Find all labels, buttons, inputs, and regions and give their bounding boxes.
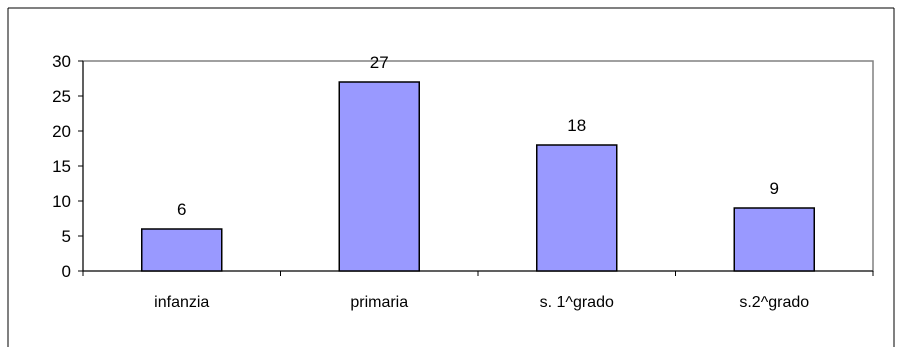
x-axis: infanzia primaria s. 1^grado s.2^grado [82,270,874,311]
y-axis: 0 5 10 15 20 25 30 [52,52,84,281]
y-tick-label: 10 [52,192,71,211]
x-tick-label: s. 1^grado [540,294,614,311]
bar-3 [536,144,618,272]
data-label: 6 [177,200,186,219]
data-label: 9 [770,179,779,198]
bar-4 [733,207,815,272]
x-tick-label: primaria [350,294,408,311]
x-tick-label: infanzia [154,294,209,311]
y-tick-label: 0 [62,262,71,281]
bar-series [141,81,815,272]
data-label: 27 [370,53,389,72]
data-labels: 6 27 18 9 [177,53,779,219]
y-tick-label: 15 [52,157,71,176]
x-tick-label: s.2^grado [739,294,809,311]
data-label: 18 [567,116,586,135]
bar-2 [338,81,420,272]
y-tick-label: 20 [52,122,71,141]
bar-1 [141,228,223,272]
y-tick-label: 25 [52,87,71,106]
y-tick-label: 5 [62,227,71,246]
y-tick-label: 30 [52,52,71,71]
